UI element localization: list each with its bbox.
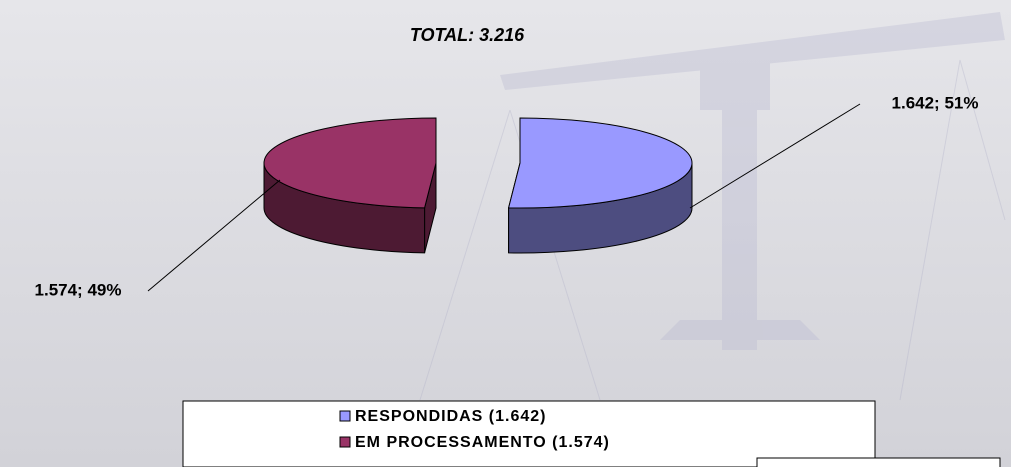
data-label: 1.574; 49%	[35, 280, 122, 299]
background	[0, 0, 1011, 467]
legend-swatch	[340, 411, 350, 421]
logo-box	[757, 458, 1000, 467]
legend-swatch	[340, 437, 350, 447]
chart-title: TOTAL: 3.216	[410, 25, 525, 45]
page: {"chart_data": {"type": "pie", "title": …	[0, 0, 1011, 467]
data-label: 1.642; 51%	[892, 93, 979, 112]
legend-label: EM PROCESSAMENTO (1.574)	[355, 434, 610, 451]
legend-label: RESPONDIDAS (1.642)	[355, 408, 547, 425]
chart: TOTAL: 3.216 1.642; 51% 1.574; 49% RESPON…	[0, 0, 1011, 467]
